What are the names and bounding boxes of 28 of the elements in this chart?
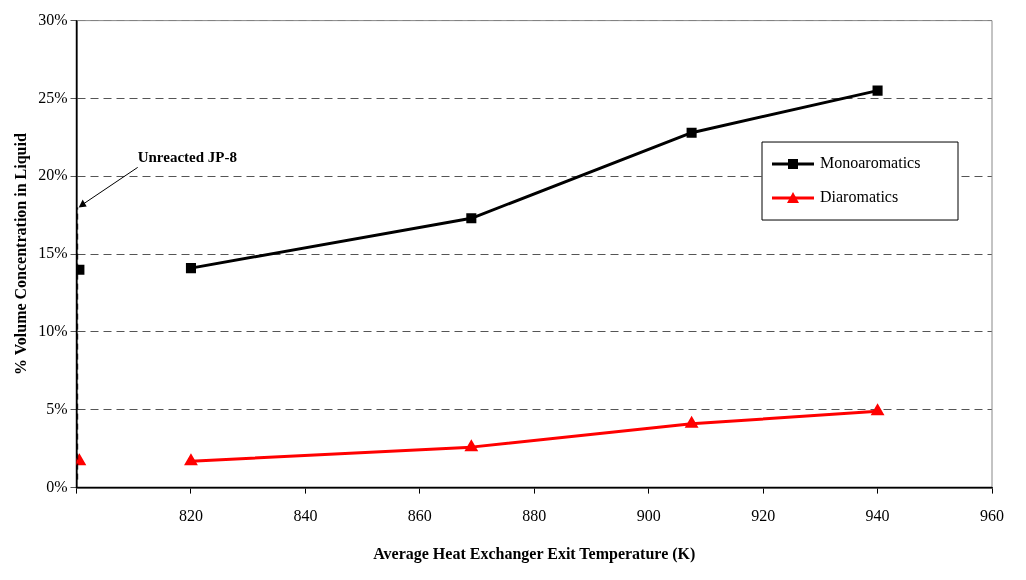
x-tick-label: 860 [407, 507, 432, 525]
x-tick-label: 840 [293, 507, 318, 525]
y-tick-label: 0% [46, 477, 68, 495]
x-tick-label: 820 [178, 507, 203, 525]
y-tick-label: 10% [38, 322, 68, 340]
legend-label: Monoaromatics [820, 154, 921, 172]
point [466, 213, 477, 224]
point [871, 404, 884, 416]
point [686, 127, 697, 138]
x-axis-title: Average Heat Exchanger Exit Temperature (K) [373, 544, 696, 563]
point [185, 454, 197, 466]
point [465, 440, 478, 452]
y-axis-title: % Volume Concentration in Liquid [11, 133, 30, 376]
x-tick-label: 880 [522, 507, 547, 525]
point [185, 263, 196, 274]
x-tick-label: 900 [636, 507, 661, 525]
y-tick-label: 25% [38, 88, 68, 106]
ref-line-label: Unreacted JP-8 [137, 148, 237, 165]
point [76, 454, 86, 466]
y-tick-label: 15% [38, 244, 68, 262]
point [872, 85, 883, 96]
x-tick-label: 940 [865, 507, 890, 525]
x-tick-label: 920 [751, 507, 776, 525]
x-tick-label: 960 [980, 507, 1004, 525]
y-tick-label: 30% [38, 10, 68, 28]
y-tick-label: 5% [46, 399, 68, 417]
y-tick-label: 20% [38, 166, 68, 184]
legend-label: Diaromatics [820, 188, 899, 206]
